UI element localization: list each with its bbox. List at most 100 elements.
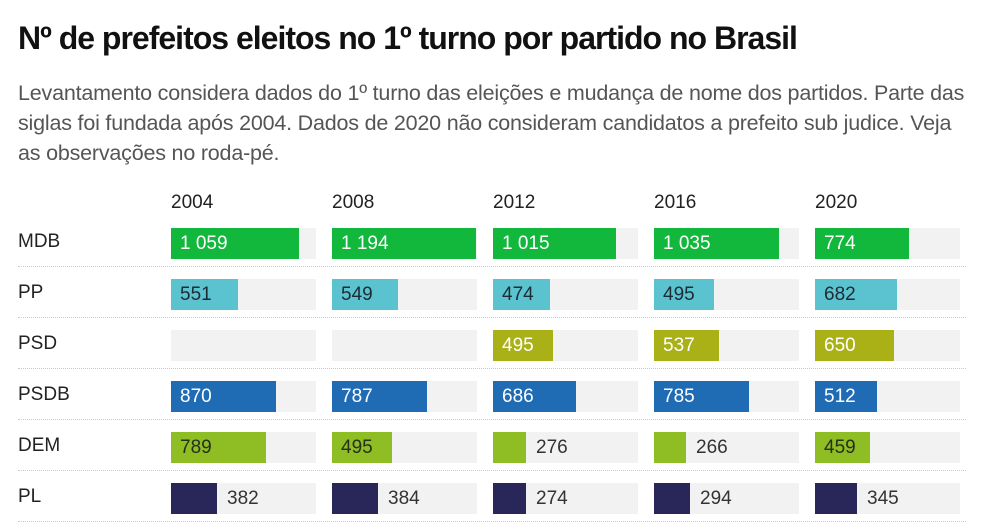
bar-dem — [493, 432, 526, 463]
row-separator — [18, 521, 966, 522]
bar-dem — [171, 432, 266, 463]
data-label: 686 — [502, 386, 534, 407]
bar-track: 266 — [654, 432, 799, 463]
data-label: 787 — [341, 386, 373, 407]
bar-track: 1 015 — [493, 228, 638, 259]
bar-psd — [654, 330, 719, 361]
year-header: 2020 — [815, 192, 858, 213]
row-separator — [18, 419, 966, 420]
bar-track: 774 — [815, 228, 960, 259]
bar-track: 787 — [332, 381, 477, 412]
chart-subtitle: Levantamento considera dados do 1º turno… — [18, 81, 965, 165]
bar-track: 789 — [171, 432, 316, 463]
data-label: 276 — [536, 437, 568, 458]
bar-track: 382 — [171, 483, 316, 514]
data-label: 495 — [663, 284, 695, 305]
bar-track: 1 059 — [171, 228, 316, 259]
bar-track — [171, 330, 316, 361]
bar-track: 551 — [171, 279, 316, 310]
bar-dem — [654, 432, 686, 463]
party-label: PSDB — [18, 384, 70, 405]
year-header: 2012 — [493, 192, 536, 213]
bar-track — [332, 330, 477, 361]
data-label: 682 — [824, 284, 856, 305]
bar-track: 549 — [332, 279, 477, 310]
bar-pl — [171, 483, 217, 514]
data-label: 549 — [341, 284, 373, 305]
bar-mdb — [493, 228, 616, 259]
data-label: 1 035 — [663, 233, 711, 254]
bar-track: 537 — [654, 330, 799, 361]
bar-pp — [815, 279, 897, 310]
bar-track: 686 — [493, 381, 638, 412]
data-label: 495 — [502, 335, 534, 356]
bar-track: 512 — [815, 381, 960, 412]
bar-track: 785 — [654, 381, 799, 412]
bar-psdb — [654, 381, 749, 412]
data-label: 774 — [824, 233, 856, 254]
row-separator — [18, 368, 966, 369]
bar-psd — [493, 330, 553, 361]
bar-track: 384 — [332, 483, 477, 514]
bar-pl — [815, 483, 857, 514]
party-label: DEM — [18, 435, 61, 456]
year-header: 2004 — [171, 192, 214, 213]
bar-pl — [332, 483, 378, 514]
bar-mdb — [171, 228, 299, 259]
bar-psd — [815, 330, 894, 361]
bar-pp — [493, 279, 550, 310]
bar-psdb — [815, 381, 877, 412]
data-label: 512 — [824, 386, 856, 407]
bar-pp — [654, 279, 714, 310]
bar-mdb — [332, 228, 476, 259]
bar-track: 1 194 — [332, 228, 477, 259]
year-header: 2008 — [332, 192, 375, 213]
year-header: 2016 — [654, 192, 697, 213]
data-label: 382 — [227, 488, 259, 509]
bar-track: 276 — [493, 432, 638, 463]
bar-psdb — [493, 381, 576, 412]
chart-title: Nº de prefeitos eleitos no 1º turno por … — [18, 20, 798, 56]
bar-psdb — [332, 381, 427, 412]
bar-chart: 2004 2008 2012 2016 2020 MDB 1 059 1 194 1 015 1 … — [0, 180, 984, 529]
data-label: 384 — [388, 488, 420, 509]
bar-track: 870 — [171, 381, 316, 412]
bar-track: 274 — [493, 483, 638, 514]
bar-track: 1 035 — [654, 228, 799, 259]
bar-mdb — [815, 228, 909, 259]
bar-pp — [171, 279, 238, 310]
data-label: 1 194 — [341, 233, 389, 254]
party-label: PP — [18, 282, 44, 303]
bar-psdb — [171, 381, 276, 412]
data-label: 274 — [536, 488, 568, 509]
bar-dem — [332, 432, 392, 463]
bar-track: 294 — [654, 483, 799, 514]
bar-pl — [493, 483, 526, 514]
data-label: 474 — [502, 284, 534, 305]
bar-track: 474 — [493, 279, 638, 310]
data-label: 551 — [180, 284, 212, 305]
data-label: 870 — [180, 386, 212, 407]
data-label: 495 — [341, 437, 373, 458]
bar-track: 495 — [654, 279, 799, 310]
bar-track: 682 — [815, 279, 960, 310]
row-separator — [18, 470, 966, 471]
bar-track: 345 — [815, 483, 960, 514]
data-label: 1 015 — [502, 233, 550, 254]
data-label: 345 — [867, 488, 899, 509]
data-label: 650 — [824, 335, 856, 356]
data-label: 266 — [696, 437, 728, 458]
bar-track: 495 — [493, 330, 638, 361]
row-separator — [18, 266, 966, 267]
data-label: 459 — [824, 437, 856, 458]
bar-track: 495 — [332, 432, 477, 463]
party-label: PSD — [18, 333, 58, 354]
data-label: 785 — [663, 386, 695, 407]
party-label: PL — [18, 486, 42, 507]
bar-track: 459 — [815, 432, 960, 463]
party-label: MDB — [18, 231, 61, 252]
data-label: 789 — [180, 437, 212, 458]
bar-pl — [654, 483, 690, 514]
row-separator — [18, 317, 966, 318]
data-label: 294 — [700, 488, 732, 509]
